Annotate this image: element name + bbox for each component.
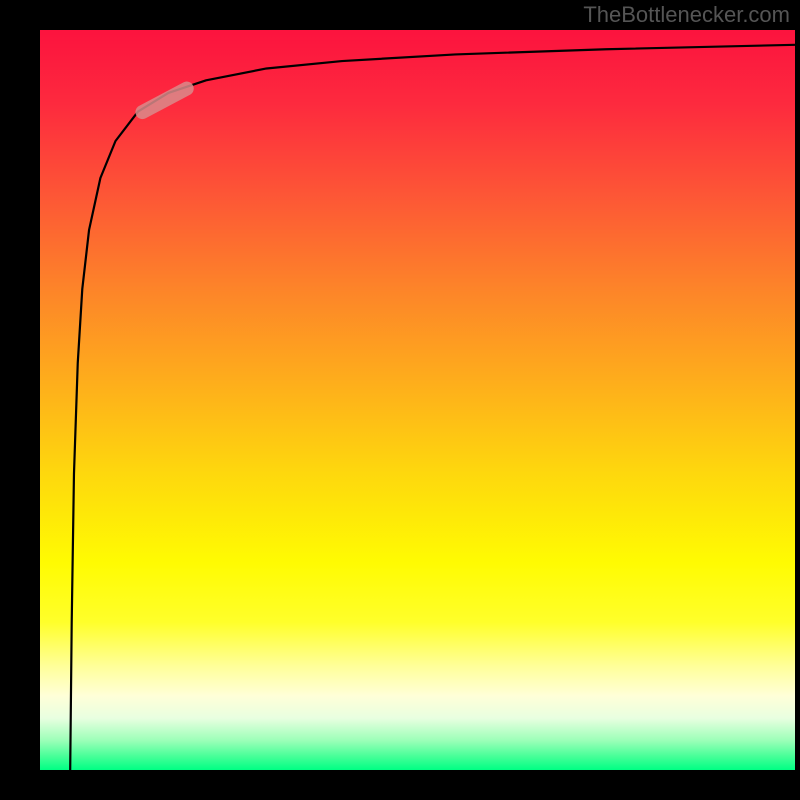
attribution-text: TheBottlenecker.com <box>583 2 790 28</box>
bottleneck-chart <box>0 0 800 800</box>
chart-container: TheBottlenecker.com <box>0 0 800 800</box>
